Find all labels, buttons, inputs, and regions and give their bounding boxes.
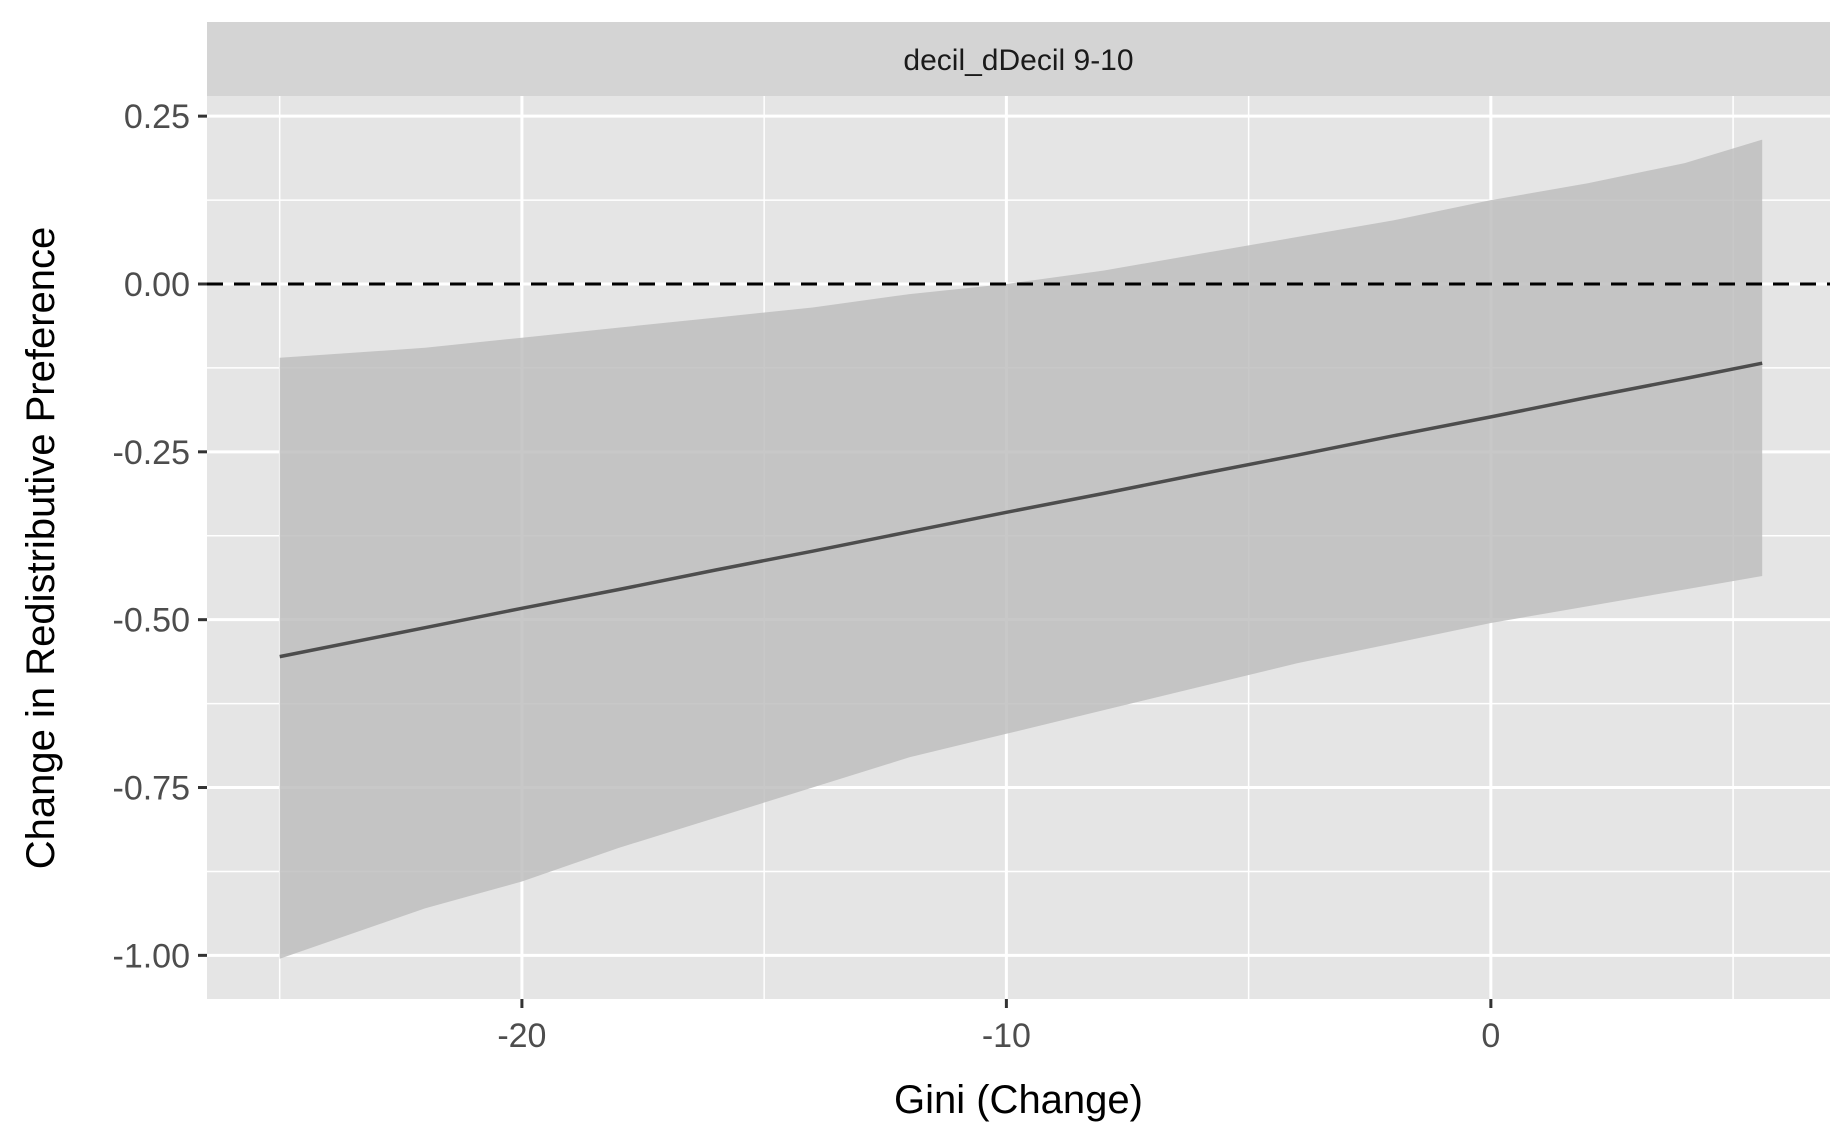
line-layer	[279, 361, 1763, 659]
fit-line	[279, 361, 1763, 659]
panel-strip-label: decil_dDecil 9-10	[903, 44, 1133, 77]
x-tick-label-2: 0	[1481, 1017, 1500, 1055]
strip-background	[207, 22, 1830, 96]
y-tick-label-0: 0.25	[124, 98, 190, 136]
y-axis-title: Change in Redistributive Preference	[19, 227, 63, 870]
x-tick-label-1: -10	[982, 1017, 1031, 1055]
y-tick-label-3: -0.50	[113, 602, 191, 640]
y-axis: 0.25 0.00 -0.25 -0.50 -0.75 -1.00	[113, 98, 207, 975]
y-tick-label-5: -1.00	[113, 937, 191, 975]
y-tick-label-4: -0.75	[113, 770, 191, 808]
y-tick-label-1: 0.00	[124, 266, 190, 304]
ribbon-layer	[279, 139, 1763, 959]
y-tick-label-2: -0.25	[113, 434, 191, 472]
x-tick-label-0: -20	[497, 1017, 546, 1055]
x-axis-title: Gini (Change)	[894, 1078, 1143, 1122]
confidence-ribbon	[279, 139, 1763, 959]
x-axis: -20 -10 0	[497, 999, 1500, 1055]
